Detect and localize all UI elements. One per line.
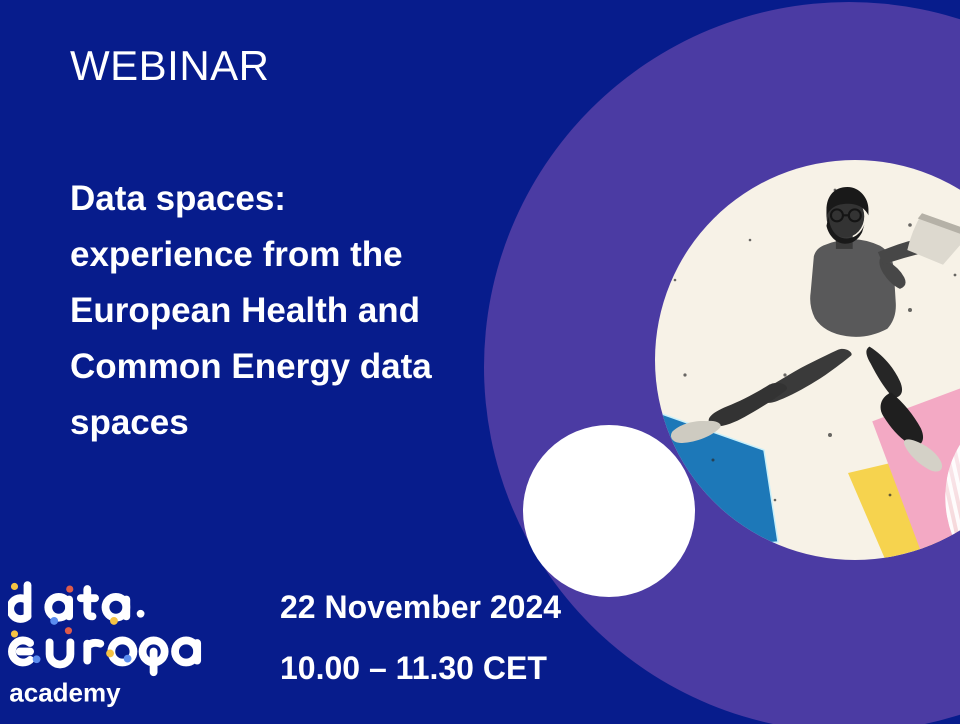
svg-text:academy: academy — [9, 678, 121, 708]
